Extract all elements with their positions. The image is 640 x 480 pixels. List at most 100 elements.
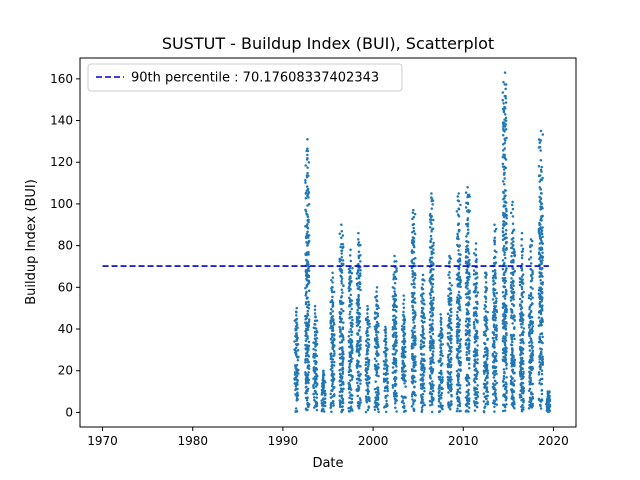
data-point	[295, 387, 298, 390]
data-point	[421, 395, 424, 399]
data-point	[511, 295, 514, 298]
data-point	[468, 323, 471, 327]
data-point	[330, 389, 333, 392]
data-point	[314, 380, 317, 384]
data-point	[402, 306, 406, 310]
data-point	[475, 351, 479, 355]
data-point	[355, 364, 359, 367]
data-point	[393, 308, 397, 312]
data-point	[504, 335, 507, 339]
data-point	[537, 227, 541, 231]
data-point	[347, 340, 351, 344]
data-point	[340, 377, 343, 380]
data-point	[307, 219, 310, 222]
data-point	[367, 406, 371, 409]
data-point	[349, 405, 353, 408]
data-point	[537, 373, 541, 376]
data-point	[537, 316, 541, 319]
data-point	[412, 318, 415, 322]
data-point	[466, 271, 469, 275]
data-point	[304, 354, 308, 358]
data-point	[306, 153, 309, 157]
data-point	[531, 287, 534, 290]
data-point	[513, 254, 516, 257]
data-point	[420, 387, 424, 390]
data-point	[304, 361, 307, 364]
data-point	[384, 361, 387, 364]
data-point	[520, 238, 524, 241]
data-point	[474, 312, 478, 315]
data-point	[341, 372, 345, 375]
data-point	[382, 372, 386, 376]
data-point	[374, 399, 377, 402]
data-point	[331, 372, 334, 375]
data-point	[422, 340, 425, 344]
data-point	[357, 293, 360, 297]
data-point	[538, 200, 542, 203]
data-point	[484, 290, 487, 294]
data-point	[304, 286, 307, 290]
data-point	[491, 269, 495, 273]
data-point	[313, 371, 317, 374]
data-point	[315, 401, 318, 404]
data-point	[464, 256, 468, 259]
data-point	[294, 353, 298, 357]
chart-title: SUSTUT - Buildup Index (BUI), Scatterplo…	[162, 34, 494, 53]
data-point	[482, 400, 486, 403]
data-point	[541, 357, 545, 361]
data-point	[305, 352, 309, 355]
data-point	[439, 369, 443, 373]
data-point	[394, 406, 397, 409]
data-point	[511, 404, 515, 407]
data-point	[475, 405, 479, 409]
data-point	[457, 207, 460, 210]
data-point	[340, 362, 344, 366]
data-point	[330, 385, 334, 388]
data-point	[468, 397, 471, 400]
data-point	[412, 250, 416, 254]
data-point	[501, 98, 505, 102]
data-point	[457, 325, 460, 329]
data-point	[412, 369, 415, 372]
data-point	[467, 339, 471, 342]
data-point	[449, 365, 452, 369]
data-point	[356, 308, 359, 312]
data-point	[539, 207, 543, 211]
data-point	[393, 343, 396, 346]
data-point	[457, 359, 461, 363]
data-point	[293, 340, 296, 343]
data-point	[493, 350, 496, 354]
data-point	[473, 409, 477, 412]
data-point	[531, 276, 534, 280]
data-point	[340, 236, 343, 240]
data-point	[510, 310, 513, 314]
data-point	[305, 305, 309, 309]
data-point	[431, 352, 434, 356]
data-point	[357, 241, 361, 244]
data-point	[358, 379, 361, 382]
data-point	[539, 351, 543, 354]
data-point	[306, 213, 309, 217]
data-point	[457, 275, 461, 279]
data-point	[294, 384, 298, 388]
data-point	[349, 293, 353, 297]
data-point	[468, 289, 471, 292]
data-point	[403, 378, 407, 382]
data-point	[431, 311, 434, 315]
data-point	[349, 327, 353, 331]
data-point	[486, 352, 489, 355]
data-point	[331, 358, 335, 361]
data-point	[403, 382, 406, 385]
data-point	[304, 210, 308, 213]
data-point	[294, 350, 298, 353]
data-point	[377, 322, 380, 326]
data-point	[503, 194, 506, 198]
data-point	[493, 386, 496, 390]
data-point	[503, 188, 507, 192]
data-point	[331, 334, 335, 337]
data-point	[402, 366, 406, 369]
data-point	[307, 344, 311, 347]
data-point	[347, 373, 351, 377]
data-point	[332, 386, 335, 390]
data-point	[539, 339, 543, 343]
